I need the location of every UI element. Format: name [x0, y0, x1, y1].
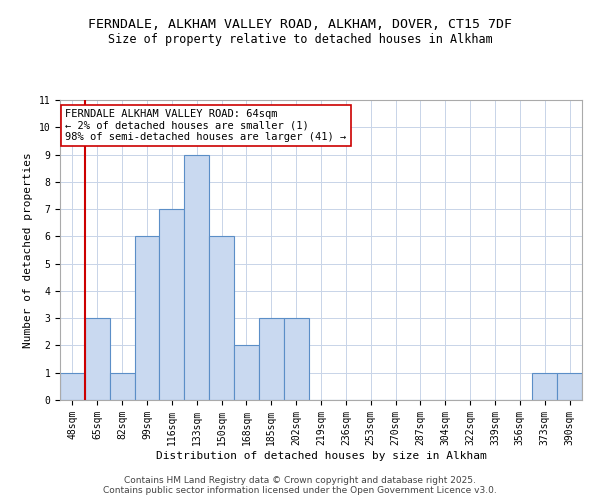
Bar — [160, 209, 184, 400]
Bar — [234, 346, 259, 400]
Bar — [532, 372, 557, 400]
Bar — [85, 318, 110, 400]
Bar — [259, 318, 284, 400]
Bar — [110, 372, 134, 400]
Text: Contains HM Land Registry data © Crown copyright and database right 2025.
Contai: Contains HM Land Registry data © Crown c… — [103, 476, 497, 495]
Bar — [184, 154, 209, 400]
X-axis label: Distribution of detached houses by size in Alkham: Distribution of detached houses by size … — [155, 450, 487, 460]
Bar — [209, 236, 234, 400]
Bar — [557, 372, 582, 400]
Y-axis label: Number of detached properties: Number of detached properties — [23, 152, 33, 348]
Text: FERNDALE, ALKHAM VALLEY ROAD, ALKHAM, DOVER, CT15 7DF: FERNDALE, ALKHAM VALLEY ROAD, ALKHAM, DO… — [88, 18, 512, 30]
Bar — [134, 236, 160, 400]
Bar — [284, 318, 308, 400]
Bar — [60, 372, 85, 400]
Text: Size of property relative to detached houses in Alkham: Size of property relative to detached ho… — [107, 32, 493, 46]
Text: FERNDALE ALKHAM VALLEY ROAD: 64sqm
← 2% of detached houses are smaller (1)
98% o: FERNDALE ALKHAM VALLEY ROAD: 64sqm ← 2% … — [65, 109, 346, 142]
